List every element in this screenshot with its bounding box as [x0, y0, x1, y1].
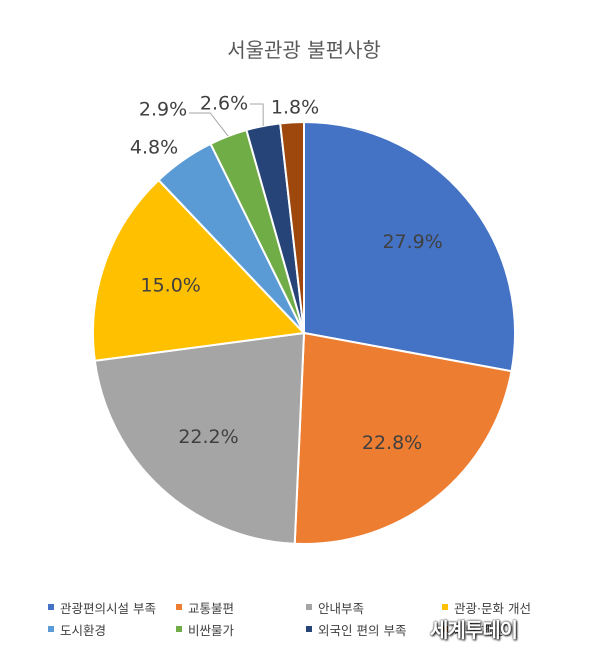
legend-swatch	[306, 626, 312, 632]
data-label: 4.8%	[130, 137, 178, 159]
legend-item: 교통불편	[176, 598, 234, 617]
pie-slice	[279, 120, 305, 334]
leader-lines	[189, 103, 264, 137]
legend-swatch	[442, 604, 448, 610]
legend-row: 관광편의시설 부족 교통불편 안내부족 관광·문화 개선	[48, 596, 568, 618]
data-label: 2.9%	[139, 99, 187, 121]
legend-label: 교통불편	[188, 600, 235, 616]
watermark: 세계투데이	[430, 618, 518, 642]
legend-row: 도시환경 비싼물가 외국인 편의 부족 기타 제안	[48, 618, 568, 640]
legend-label: 비싼물가	[188, 622, 235, 638]
legend-swatch	[306, 604, 312, 610]
legend-item: 외국인 편의 부족	[306, 620, 406, 639]
legend-label: 관광편의시설 부족	[60, 600, 156, 616]
legend-item: 관광·문화 개선	[442, 598, 531, 617]
legend-swatch	[442, 626, 448, 632]
legend-item: 안내부족	[306, 598, 364, 617]
legend-swatch	[176, 604, 182, 610]
pie-slice	[92, 178, 307, 362]
chart-title: 서울관광 불편사항	[227, 38, 381, 62]
legend-label: 관광·문화 개선	[454, 600, 531, 616]
legend-label: 도시환경	[60, 622, 107, 638]
data-label: 1.8%	[271, 97, 319, 119]
data-label: 22.8%	[362, 432, 422, 454]
legend: 관광편의시설 부족 교통불편 안내부족 관광·문화 개선 도시환경 비싼물가 외국인 편의…	[48, 596, 568, 640]
legend-label: 기타 제안	[454, 622, 504, 638]
pie-slice	[303, 120, 516, 373]
data-label: 2.6%	[200, 93, 248, 115]
legend-item: 관광편의시설 부족	[48, 598, 156, 617]
leader-line	[189, 112, 229, 137]
data-labels: 27.9% 22.8% 22.2% 15.0% 4.8% 2.9% 2.6% 1.8%	[130, 93, 443, 455]
legend-label: 외국인 편의 부족	[318, 622, 407, 638]
data-label: 27.9%	[382, 231, 442, 253]
pie-slices	[92, 120, 516, 545]
legend-swatch	[48, 626, 54, 632]
legend-swatch	[176, 626, 182, 632]
data-label: 22.2%	[178, 426, 238, 448]
data-label: 15.0%	[141, 274, 201, 296]
pie-slice	[293, 331, 513, 545]
legend-label: 안내부족	[318, 600, 365, 616]
legend-item: 도시환경	[48, 620, 106, 639]
legend-swatch	[48, 604, 54, 610]
pie-slice	[93, 331, 306, 545]
legend-item: 비싼물가	[176, 620, 234, 639]
leader-line	[250, 103, 264, 126]
legend-item: 기타 제안	[442, 620, 504, 639]
